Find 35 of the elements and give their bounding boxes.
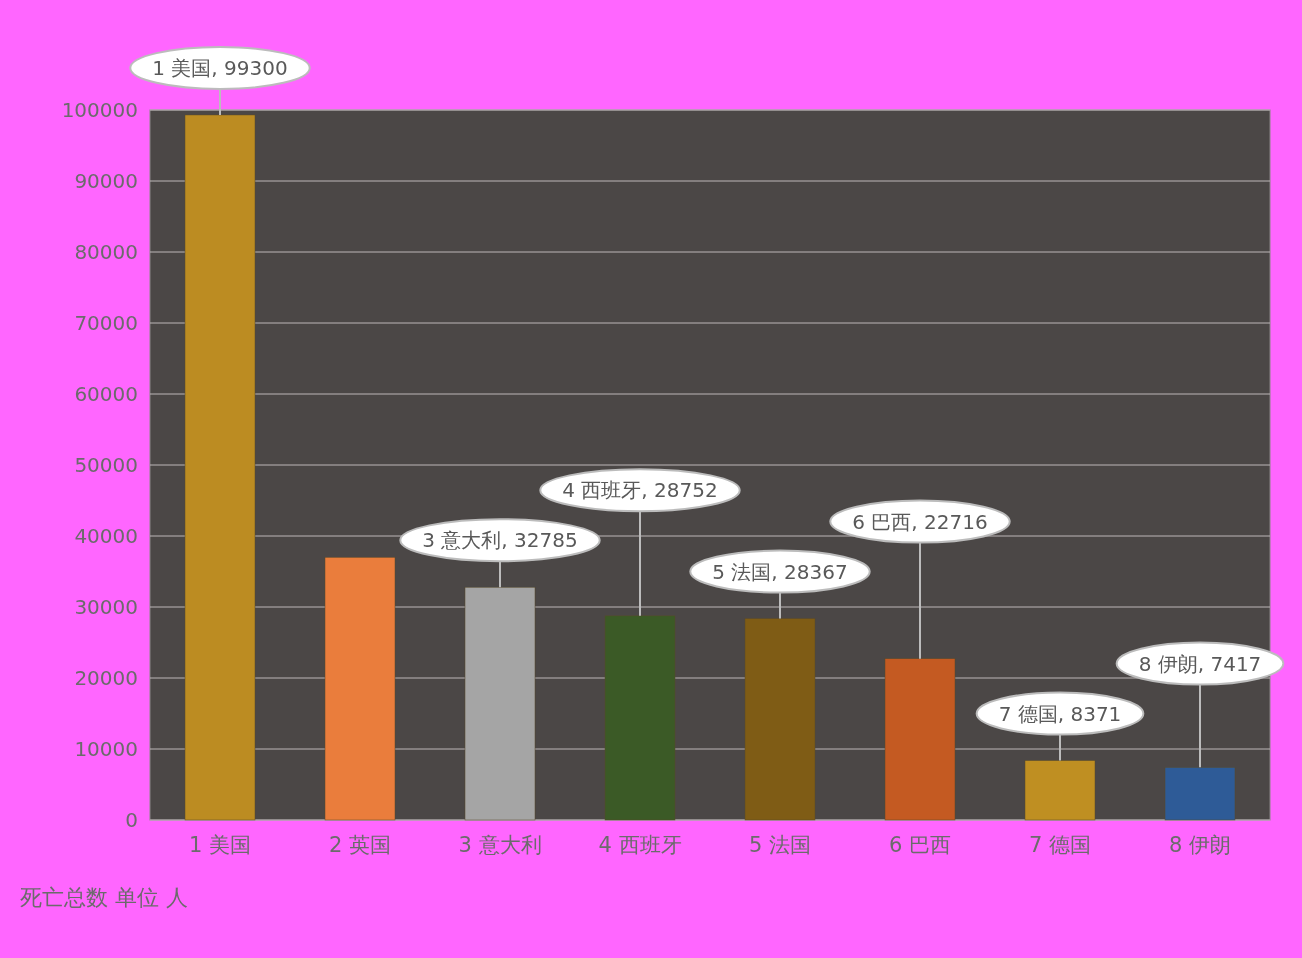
data-label: 8 伊朗, 7417 [1138,651,1262,676]
x-tick-label: 3 意大利 [458,833,542,857]
x-tick-label: 5 法国 [748,833,812,857]
x-tick-label: 4 西班牙 [598,833,682,857]
y-tick-label: 10000 [74,737,138,761]
bar [884,658,956,821]
bar [184,114,256,821]
bar [744,618,816,821]
bar [324,557,396,821]
bar [1164,767,1236,821]
bar [464,586,536,821]
data-label: 4 西班牙, 28752 [562,478,718,503]
bar [604,615,676,821]
y-tick-label: 30000 [74,595,138,619]
data-label: 5 法国, 28367 [712,559,848,584]
y-tick-label: 70000 [74,311,138,335]
y-tick-label: 90000 [74,169,138,193]
x-tick-label: 1 美国 [188,833,252,857]
y-tick-label: 80000 [74,240,138,264]
data-label: 7 德国, 8371 [998,701,1122,726]
x-tick-label: 6 巴西 [888,833,952,857]
data-label: 6 巴西, 22716 [852,509,988,534]
x-tick-label: 2 英国 [328,833,392,857]
y-tick-label: 60000 [74,382,138,406]
y-tick-label: 50000 [74,453,138,477]
y-axis-title: 死亡总数 单位 人 [20,885,188,910]
data-label: 1 美国, 99300 [152,55,288,80]
x-tick-label: 8 伊朗 [1168,833,1232,857]
x-tick-label: 7 德国 [1028,833,1092,857]
y-tick-label: 20000 [74,666,138,690]
y-tick-label: 100000 [61,98,138,122]
y-tick-label: 0 [125,808,138,832]
bar [1024,760,1096,821]
y-tick-label: 40000 [74,524,138,548]
data-label: 3 意大利, 32785 [422,528,578,553]
